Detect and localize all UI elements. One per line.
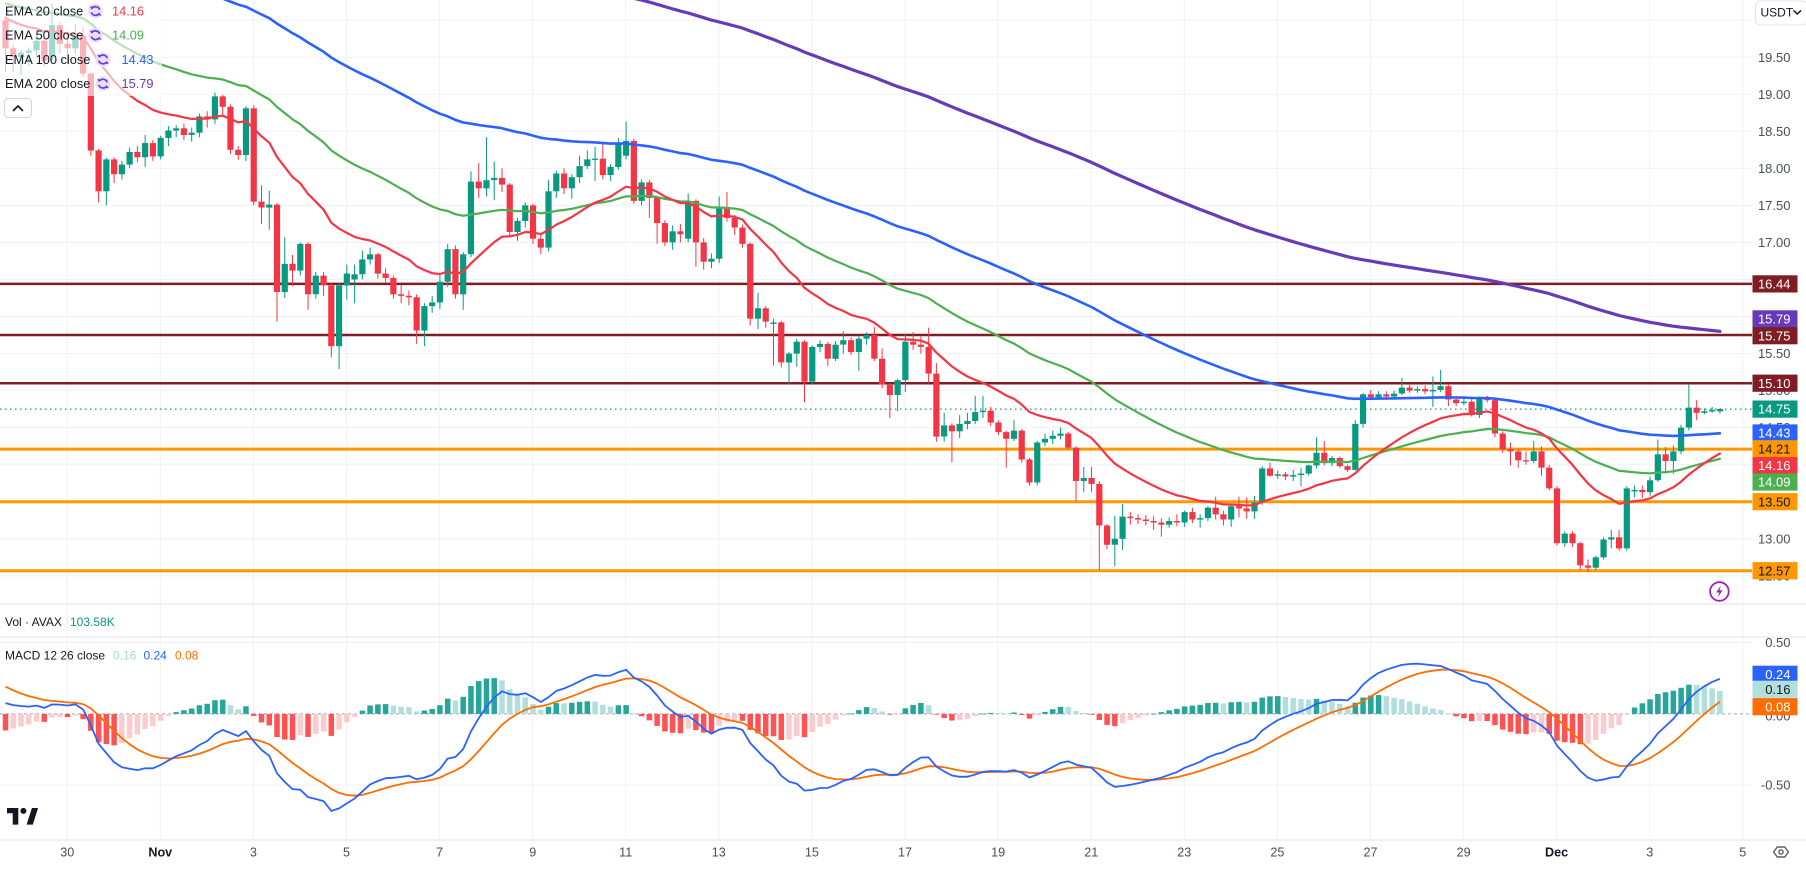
svg-text:30: 30 xyxy=(60,846,74,860)
svg-text:14.09: 14.09 xyxy=(1758,475,1791,490)
svg-text:EMA 20 close: EMA 20 close xyxy=(5,4,83,19)
svg-text:103.58K: 103.58K xyxy=(70,615,115,629)
svg-text:25: 25 xyxy=(1270,846,1284,860)
svg-text:0.08: 0.08 xyxy=(1765,699,1790,714)
svg-text:3: 3 xyxy=(1646,846,1653,860)
svg-text:13.50: 13.50 xyxy=(1758,494,1791,509)
svg-text:13.00: 13.00 xyxy=(1758,531,1791,546)
svg-text:0.16: 0.16 xyxy=(113,649,137,663)
svg-text:9: 9 xyxy=(529,846,536,860)
svg-text:12.57: 12.57 xyxy=(1758,563,1791,578)
svg-text:14.75: 14.75 xyxy=(1758,402,1791,417)
svg-text:15.50: 15.50 xyxy=(1758,346,1791,361)
svg-text:17.50: 17.50 xyxy=(1758,198,1791,213)
svg-text:EMA 200 close: EMA 200 close xyxy=(5,76,90,91)
svg-text:14.16: 14.16 xyxy=(1758,458,1791,473)
svg-text:5: 5 xyxy=(343,846,350,860)
svg-text:5: 5 xyxy=(1739,846,1746,860)
svg-text:27: 27 xyxy=(1363,846,1377,860)
svg-text:14.09: 14.09 xyxy=(112,28,144,43)
svg-text:18.00: 18.00 xyxy=(1758,161,1791,176)
svg-text:0.08: 0.08 xyxy=(175,649,199,663)
svg-text:EMA 50 close: EMA 50 close xyxy=(5,28,83,43)
svg-text:21: 21 xyxy=(1084,846,1098,860)
svg-text:16.44: 16.44 xyxy=(1758,277,1791,292)
svg-text:Nov: Nov xyxy=(148,846,172,860)
svg-text:0.24: 0.24 xyxy=(1765,667,1790,682)
svg-text:7: 7 xyxy=(436,846,443,860)
svg-text:15: 15 xyxy=(805,846,819,860)
svg-text:15.75: 15.75 xyxy=(1758,328,1791,343)
svg-text:EMA 100 close: EMA 100 close xyxy=(5,52,90,67)
svg-text:0.16: 0.16 xyxy=(1765,682,1790,697)
svg-text:19.00: 19.00 xyxy=(1758,87,1791,102)
svg-text:14.43: 14.43 xyxy=(122,52,154,67)
svg-text:USDT: USDT xyxy=(1761,6,1794,20)
svg-text:19.50: 19.50 xyxy=(1758,50,1791,65)
svg-text:13: 13 xyxy=(712,846,726,860)
svg-text:18.50: 18.50 xyxy=(1758,124,1791,139)
svg-text:0.50: 0.50 xyxy=(1765,635,1790,650)
svg-text:29: 29 xyxy=(1457,846,1471,860)
svg-text:17: 17 xyxy=(898,846,912,860)
svg-text:15.10: 15.10 xyxy=(1758,376,1791,391)
svg-text:Dec: Dec xyxy=(1545,846,1568,860)
svg-text:19: 19 xyxy=(991,846,1005,860)
svg-text:15.79: 15.79 xyxy=(1758,312,1791,327)
svg-text:0.24: 0.24 xyxy=(144,649,168,663)
svg-text:Vol · AVAX: Vol · AVAX xyxy=(5,615,62,629)
svg-text:14.21: 14.21 xyxy=(1758,441,1791,456)
svg-text:-0.50: -0.50 xyxy=(1761,778,1791,793)
svg-text:17.00: 17.00 xyxy=(1758,235,1791,250)
svg-text:14.43: 14.43 xyxy=(1758,426,1791,441)
svg-text:11: 11 xyxy=(619,846,632,860)
svg-text:23: 23 xyxy=(1177,846,1191,860)
svg-text:MACD 12 26 close: MACD 12 26 close xyxy=(5,649,105,663)
svg-text:15.79: 15.79 xyxy=(122,76,154,91)
svg-text:3: 3 xyxy=(250,846,257,860)
svg-text:14.16: 14.16 xyxy=(112,4,144,19)
